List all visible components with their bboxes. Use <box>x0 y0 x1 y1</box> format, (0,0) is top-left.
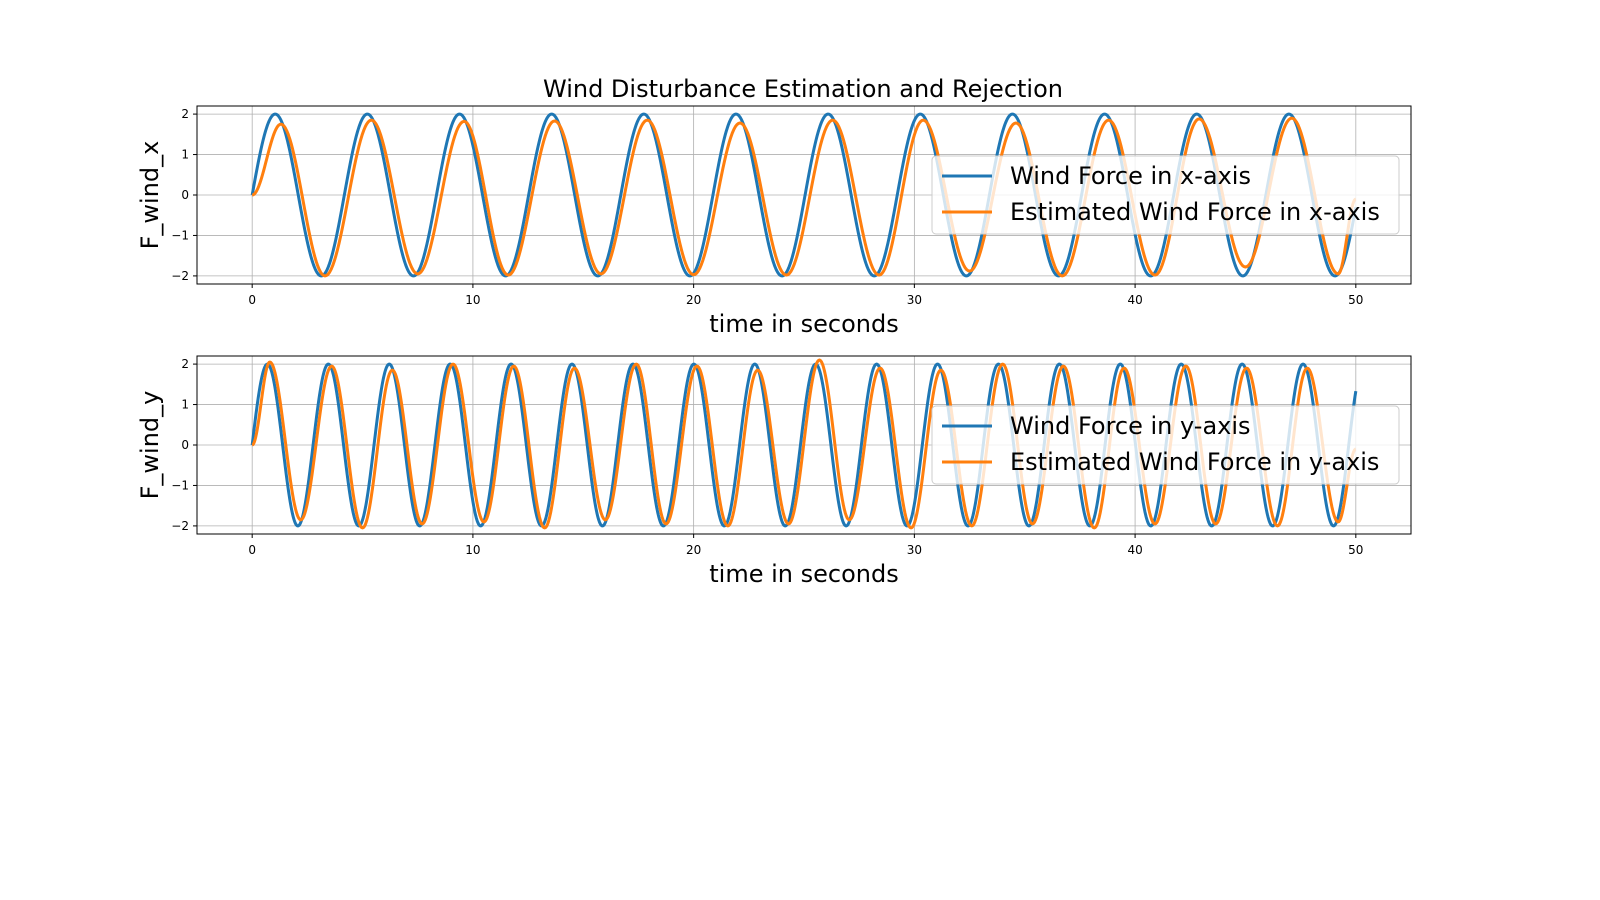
x-tick-label: 20 <box>686 293 701 307</box>
series-line-estimated <box>251 116 1357 278</box>
y-tick-label: 0 <box>181 188 189 202</box>
series-line-estimated <box>251 358 1357 530</box>
series-line-actual <box>250 362 1358 528</box>
legend-entry: Wind Force in y-axis <box>1010 412 1251 440</box>
x-tick-label: 20 <box>686 543 701 557</box>
x-tick-label: 50 <box>1348 293 1363 307</box>
legend-entry: Estimated Wind Force in x-axis <box>1010 198 1380 226</box>
x-tick-label: 40 <box>1127 293 1142 307</box>
subplot-wind-x: 0 10 20 30 40 50 −2 −1 0 1 2 time in seconds F_wind_… <box>136 105 1412 338</box>
y-axis-label: F_wind_x <box>136 141 164 250</box>
x-tick-label: 10 <box>465 293 480 307</box>
legend-box <box>931 405 1400 485</box>
x-tick-label: 50 <box>1348 543 1363 557</box>
legend-entry: Wind Force in x-axis <box>1010 162 1251 190</box>
legend: Wind Force in x-axis Estimated Wind Force… <box>931 155 1400 235</box>
y-tick-label: −1 <box>171 478 189 492</box>
x-tick-label: 30 <box>907 293 922 307</box>
y-axis-label: F_wind_y <box>136 391 164 500</box>
x-tick-label: 10 <box>465 543 480 557</box>
legend-entry: Estimated Wind Force in y-axis <box>1010 448 1379 476</box>
y-tick-label: 0 <box>181 438 189 452</box>
y-tick-label: 1 <box>181 148 189 162</box>
y-tick-label: 2 <box>181 107 189 121</box>
chart-title: Wind Disturbance Estimation and Rejectio… <box>543 75 1063 103</box>
y-tick-label: 2 <box>181 357 189 371</box>
y-tick-label: −1 <box>171 228 189 242</box>
series-group <box>250 358 1358 530</box>
legend-box <box>931 155 1400 235</box>
x-tick-label: 40 <box>1127 543 1142 557</box>
x-axis-label: time in seconds <box>709 310 898 338</box>
x-tick-label: 0 <box>248 543 256 557</box>
subplot-wind-y: 0 10 20 30 40 50 −2 −1 0 1 2 time in seconds F_wind_… <box>136 355 1412 588</box>
x-tick-label: 30 <box>907 543 922 557</box>
y-tick-label: 1 <box>181 398 189 412</box>
y-tick-label: −2 <box>171 519 189 533</box>
x-axis-label: time in seconds <box>709 560 898 588</box>
y-tick-label: −2 <box>171 269 189 283</box>
legend: Wind Force in y-axis Estimated Wind Force… <box>931 405 1400 485</box>
x-tick-label: 0 <box>248 293 256 307</box>
